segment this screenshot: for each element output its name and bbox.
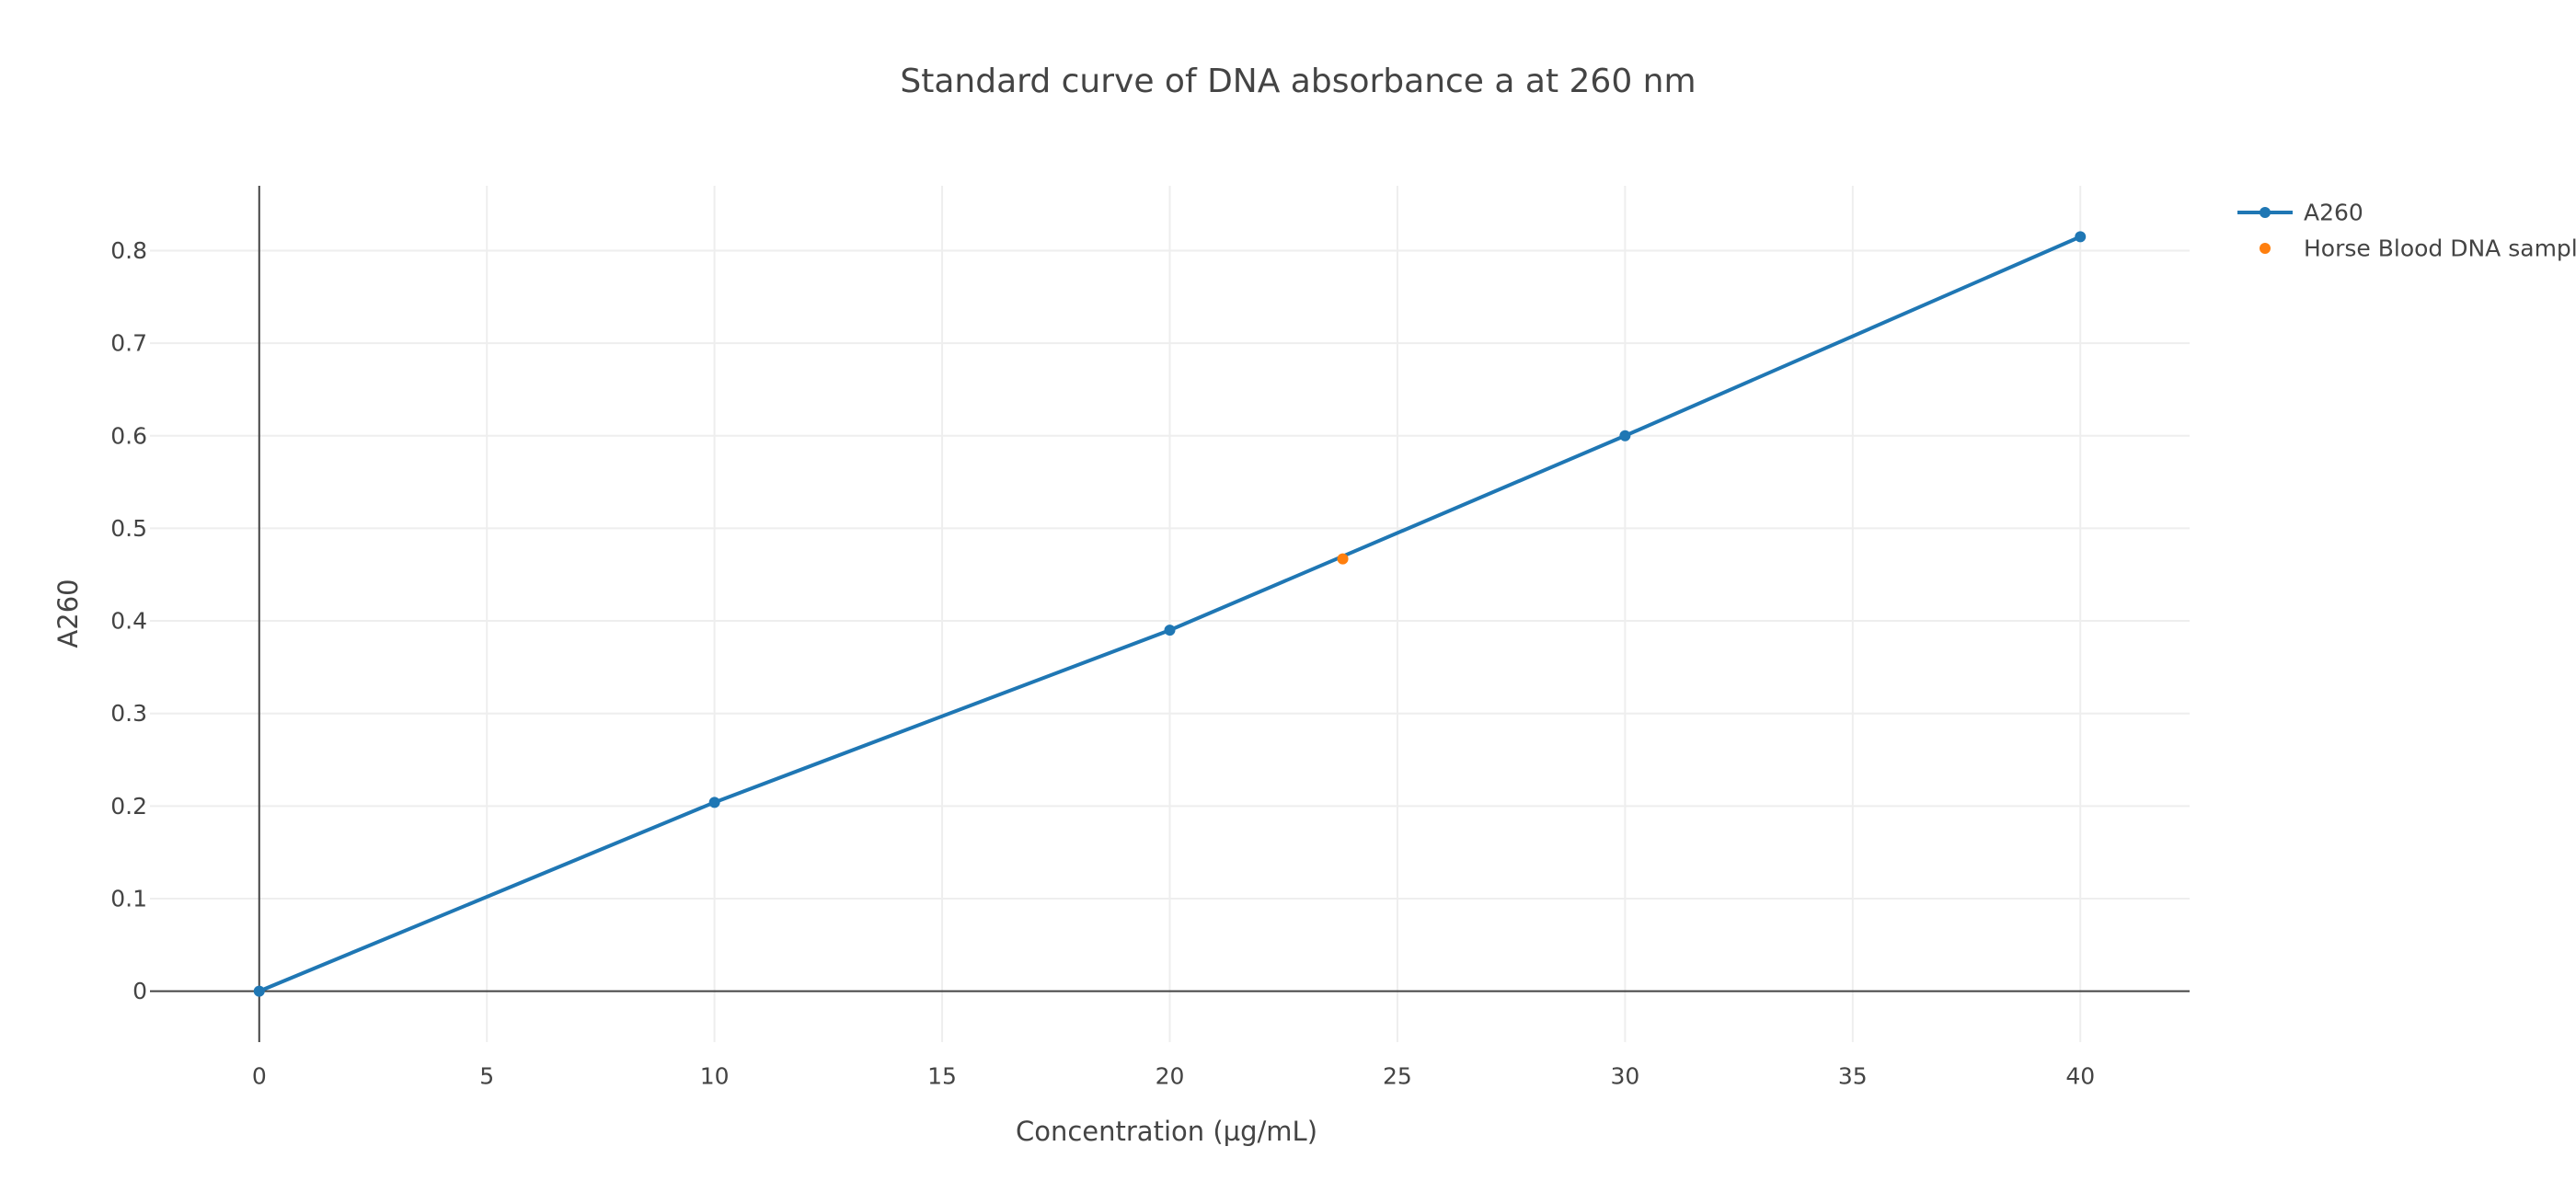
x-tick-label: 35 <box>1838 1062 1868 1089</box>
x-tick-label: 5 <box>479 1062 494 1089</box>
x-tick-label: 15 <box>927 1062 957 1089</box>
series-0 <box>253 231 2087 997</box>
grid <box>150 186 2190 1042</box>
x-tick-label: 10 <box>700 1062 730 1089</box>
y-tick-label: 0.3 <box>110 700 147 727</box>
legend-label: Horse Blood DNA sample <box>2304 235 2576 262</box>
x-axis-title: Concentration (µg/mL) <box>1016 1116 1317 1147</box>
x-tick-label: 25 <box>1383 1062 1412 1089</box>
y-tick-label: 0.5 <box>110 515 147 542</box>
data-point[interactable] <box>1164 625 1176 636</box>
legend-marker-swatch <box>2260 207 2271 218</box>
x-tick-label: 20 <box>1156 1062 1185 1089</box>
data-point[interactable] <box>2075 231 2087 243</box>
legend-item[interactable]: A260 <box>2237 200 2363 226</box>
data-point[interactable] <box>1337 553 1349 565</box>
legend-marker-swatch <box>2260 243 2271 254</box>
data-point[interactable] <box>708 797 720 808</box>
y-tick-label: 0.7 <box>110 330 147 357</box>
series-1 <box>1337 553 1349 565</box>
x-tick-label: 0 <box>252 1062 267 1089</box>
y-tick-label: 0.8 <box>110 237 147 264</box>
data-point[interactable] <box>253 985 265 997</box>
x-tick-label: 30 <box>1610 1062 1639 1089</box>
chart-title: Standard curve of DNA absorbance a at 26… <box>900 63 1696 100</box>
legend[interactable]: A260 Horse Blood DNA sample <box>2237 200 2576 262</box>
data-point[interactable] <box>1619 430 1631 441</box>
y-tick-label: 0.4 <box>110 608 147 635</box>
legend-label: A260 <box>2304 200 2363 226</box>
y-tick-label: 0 <box>132 978 147 1004</box>
x-tick-label: 40 <box>2065 1062 2095 1089</box>
y-tick-label: 0.6 <box>110 422 147 449</box>
tick-labels: 0 5 10 15 20 25 30 35 40 0 0.1 0.2 0.3 0.4 0.5 0.6 0.7 0.… <box>110 237 2095 1089</box>
y-tick-label: 0.2 <box>110 793 147 820</box>
y-tick-label: 0.1 <box>110 885 147 912</box>
axes <box>150 186 2190 1042</box>
y-axis-title: A260 <box>52 579 84 648</box>
series <box>253 231 2087 997</box>
legend-item[interactable]: Horse Blood DNA sample <box>2260 235 2576 262</box>
